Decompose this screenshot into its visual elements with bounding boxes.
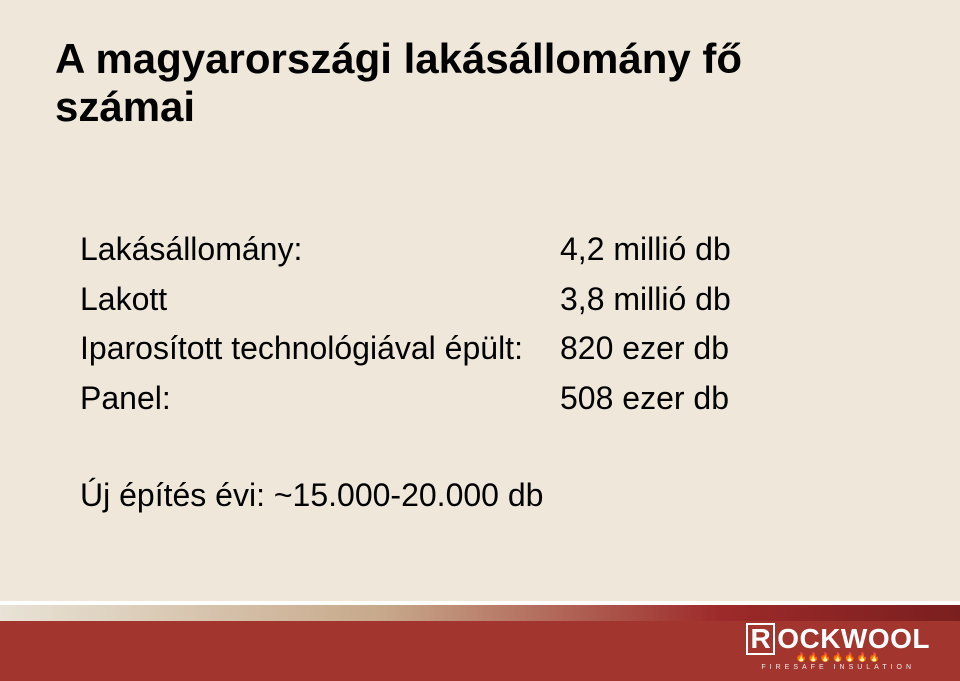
stat-value: 4,2 millió db <box>560 225 731 275</box>
stats-table: Lakásállomány: 4,2 millió db Lakott 3,8 … <box>80 225 731 423</box>
table-row: Panel: 508 ezer db <box>80 374 731 424</box>
title-line2: számai <box>55 83 195 130</box>
brand-prefix: R <box>746 623 775 655</box>
brand-rest: OCKWOOL <box>777 623 930 654</box>
stat-value: 3,8 millió db <box>560 275 731 325</box>
slide: A magyarországi lakásállomány fő számai … <box>0 0 960 681</box>
footer-gradient <box>0 605 960 621</box>
stat-label: Lakásállomány: <box>80 225 560 275</box>
brand-name: ROCKWOOL <box>746 623 930 655</box>
stat-value: 820 ezer db <box>560 324 731 374</box>
table-row: Iparosított technológiával épült: 820 ez… <box>80 324 731 374</box>
table-row: Lakott 3,8 millió db <box>80 275 731 325</box>
slide-title: A magyarországi lakásállomány fő számai <box>55 35 742 132</box>
extra-line: Új építés évi: ~15.000-20.000 db <box>80 471 731 521</box>
slide-body: Lakásállomány: 4,2 millió db Lakott 3,8 … <box>80 225 731 521</box>
brand-logo: ROCKWOOL 🔥🔥🔥🔥🔥🔥🔥 FIRESAFE INSULATION <box>746 623 930 671</box>
stat-value: 508 ezer db <box>560 374 731 424</box>
footer-bar: ROCKWOOL 🔥🔥🔥🔥🔥🔥🔥 FIRESAFE INSULATION <box>0 621 960 681</box>
stat-label: Panel: <box>80 374 560 424</box>
brand-tagline: FIRESAFE INSULATION <box>746 664 930 671</box>
stat-label: Iparosított technológiával épült: <box>80 324 560 374</box>
title-line1: A magyarországi lakásállomány fő <box>55 35 742 82</box>
footer: ROCKWOOL 🔥🔥🔥🔥🔥🔥🔥 FIRESAFE INSULATION <box>0 601 960 681</box>
stat-label: Lakott <box>80 275 560 325</box>
table-row: Lakásállomány: 4,2 millió db <box>80 225 731 275</box>
